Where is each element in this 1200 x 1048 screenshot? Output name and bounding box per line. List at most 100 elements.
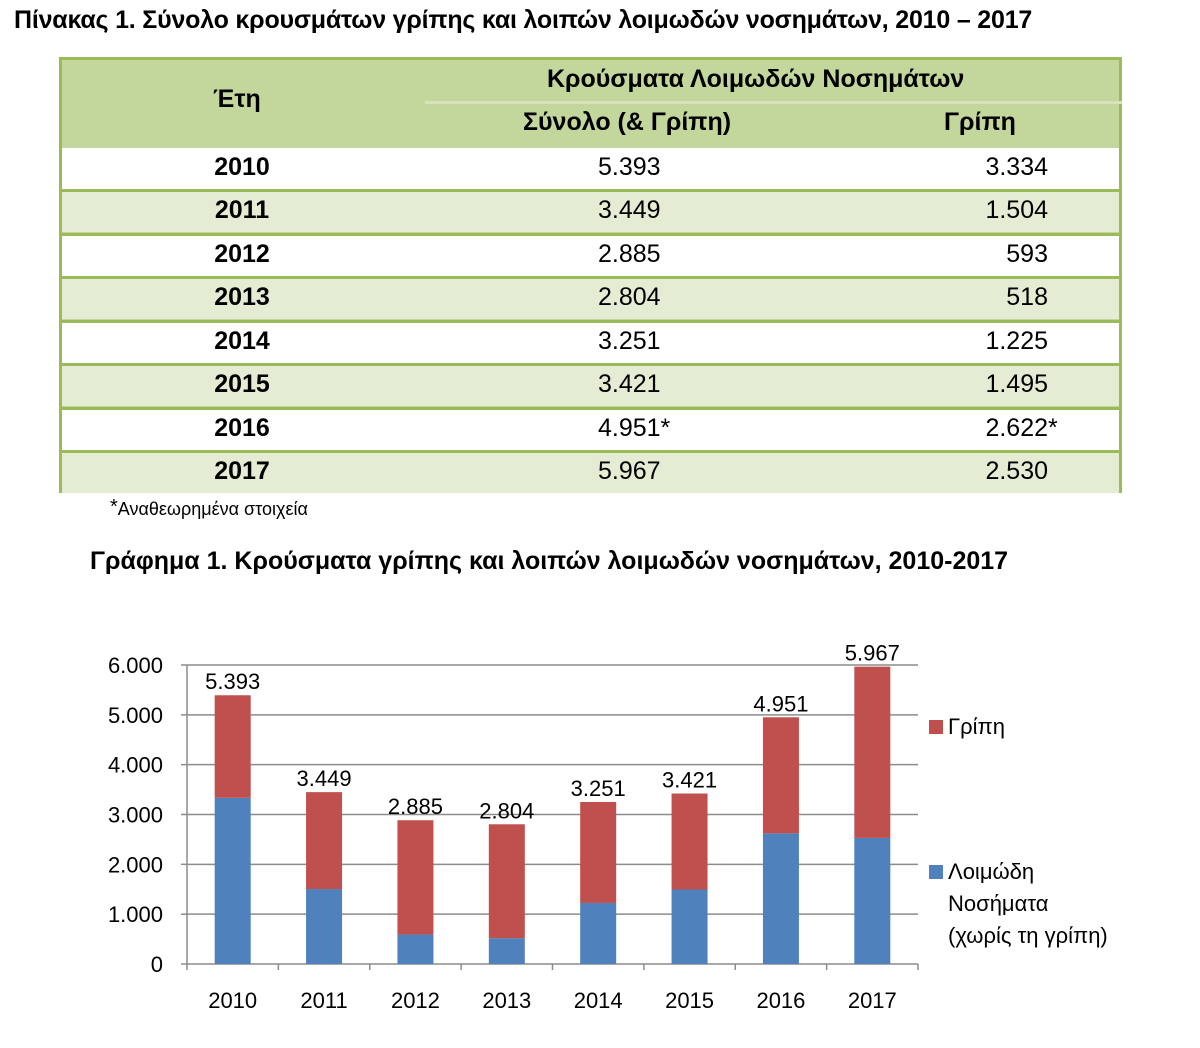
legend-label-other-diseases: (χωρίς τη γρίπη): [948, 923, 1108, 948]
row-separator: [62, 276, 1119, 279]
cell-flu-value: 1.504: [985, 196, 1048, 224]
row-separator: [62, 189, 1119, 192]
table-row: 2013 2.804 518: [62, 278, 1119, 319]
bar-segment-flu: [488, 824, 525, 939]
header-flu: Γρίπη: [944, 108, 1016, 136]
bar-total-label: 2.804: [479, 798, 534, 823]
bar-segment-flu: [671, 793, 708, 890]
table-header: Έτη Κρούσματα Λοιμωδών Νοσημάτων Σύνολο …: [62, 60, 1122, 148]
legend-swatch-flu: [929, 720, 943, 734]
y-tick-label: 6.000: [108, 653, 163, 678]
cell-total: 3.251: [598, 327, 661, 355]
cell-flu: 2.622*: [942, 414, 1062, 443]
cell-flu: 1.504: [942, 196, 1062, 225]
bar-segment-flu: [306, 792, 343, 890]
cell-flu: 593: [942, 240, 1062, 269]
bar-segment-other-diseases: [397, 934, 434, 964]
cell-flu-value: 2.622: [985, 414, 1048, 442]
footnote-text: Αναθεωρημένα στοιχεία: [117, 499, 308, 519]
y-tick-label: 5.000: [108, 703, 163, 728]
y-tick-label: 3.000: [108, 803, 163, 828]
bar-total-label: 3.421: [662, 768, 717, 793]
cell-total: 3.421: [598, 370, 661, 398]
header-total: Σύνολο (& Γρίπη): [523, 108, 732, 136]
cell-flu-value: 593: [1006, 240, 1048, 268]
bar-segment-flu: [854, 666, 891, 838]
y-tick-label: 0: [151, 952, 163, 977]
data-table: Έτη Κρούσματα Λοιμωδών Νοσημάτων Σύνολο …: [59, 57, 1122, 493]
bar-total-label: 2.885: [388, 794, 443, 819]
x-tick-label: 2012: [391, 988, 440, 1013]
bar-segment-other-diseases: [671, 889, 708, 964]
bar-segment-other-diseases: [580, 902, 617, 964]
x-tick-label: 2015: [665, 988, 714, 1013]
cell-year: 2010: [214, 153, 270, 181]
y-tick-label: 1.000: [108, 902, 163, 927]
table-row: 2010 5.393 3.334: [62, 148, 1119, 189]
cell-year: 2011: [214, 196, 270, 224]
x-tick-label: 2014: [574, 988, 623, 1013]
footnote: *Αναθεωρημένα στοιχεία: [110, 496, 308, 521]
y-tick-label: 2.000: [108, 852, 163, 877]
row-separator: [62, 450, 1119, 453]
header-years: Έτη: [213, 85, 261, 113]
x-tick-label: 2010: [208, 988, 257, 1013]
legend-label-flu: Γρίπη: [948, 714, 1005, 739]
cell-year: 2017: [214, 457, 270, 485]
cell-total: 5.393: [598, 153, 661, 181]
cell-flu: 518: [942, 283, 1062, 312]
legend-label-other-diseases: Λοιμώδη: [948, 859, 1034, 884]
cell-total: 4.951*: [598, 414, 671, 442]
bar-segment-other-diseases: [854, 837, 891, 964]
cell-total: 3.449: [598, 196, 661, 224]
bar-total-label: 4.951: [753, 691, 808, 716]
cell-year: 2015: [214, 370, 270, 398]
legend-swatch-other-diseases: [929, 865, 943, 879]
header-divider: [425, 101, 1122, 104]
cell-flu-value: 3.334: [985, 153, 1048, 181]
footnote-mark: *: [110, 496, 118, 518]
cell-year: 2016: [214, 414, 270, 442]
table-row: 2016 4.951* 2.622*: [62, 409, 1119, 450]
cell-total: 2.885: [598, 240, 661, 268]
bar-total-label: 5.393: [205, 669, 260, 694]
cell-flu-value: 1.225: [985, 327, 1048, 355]
table-row: 2011 3.449 1.504: [62, 191, 1119, 232]
bar-total-label: 3.251: [571, 776, 626, 801]
cell-flu-value: 2.530: [985, 457, 1048, 485]
cell-total: 5.967: [598, 457, 661, 485]
table-title: Πίνακας 1. Σύνολο κρουσμάτων γρίπης και …: [14, 6, 1033, 34]
y-tick-label: 4.000: [108, 753, 163, 778]
cell-flu: 3.334: [942, 153, 1062, 182]
cell-year: 2014: [214, 327, 270, 355]
cell-flu: 1.225: [942, 327, 1062, 356]
row-separator: [62, 363, 1119, 366]
x-tick-label: 2016: [756, 988, 805, 1013]
bar-segment-other-diseases: [214, 797, 251, 964]
bar-segment-flu: [580, 801, 617, 903]
cell-flu-value: 518: [1006, 283, 1048, 311]
x-tick-label: 2013: [482, 988, 531, 1013]
table-row: 2014 3.251 1.225: [62, 322, 1119, 363]
table-row: 2012 2.885 593: [62, 235, 1119, 276]
cell-total: 2.804: [598, 283, 661, 311]
row-separator: [62, 407, 1119, 410]
bar-segment-other-diseases: [762, 833, 799, 964]
cell-flu: 2.530: [942, 457, 1062, 486]
table-row: 2015 3.421 1.495: [62, 365, 1119, 406]
x-tick-label: 2017: [848, 988, 897, 1013]
bar-segment-other-diseases: [488, 938, 525, 964]
bar-total-label: 5.967: [845, 641, 900, 666]
cell-year: 2013: [214, 283, 270, 311]
legend-label-other-diseases: Νοσήματα: [948, 891, 1049, 916]
cell-flu: 1.495: [942, 370, 1062, 399]
bar-segment-flu: [397, 820, 434, 935]
row-separator: [62, 233, 1119, 236]
bar-segment-flu: [762, 717, 799, 834]
bar-segment-other-diseases: [306, 889, 343, 964]
x-tick-label: 2011: [300, 988, 347, 1013]
chart-title: Γράφημα 1. Κρούσματα γρίπης και λοιπών λ…: [90, 547, 1009, 575]
cell-year: 2012: [214, 240, 270, 268]
bar-segment-flu: [214, 695, 251, 798]
stacked-bar-chart: 0 1.000 2.000 3.000 4.000 5.000 6.000 5.393 2010…: [108, 641, 1108, 1013]
